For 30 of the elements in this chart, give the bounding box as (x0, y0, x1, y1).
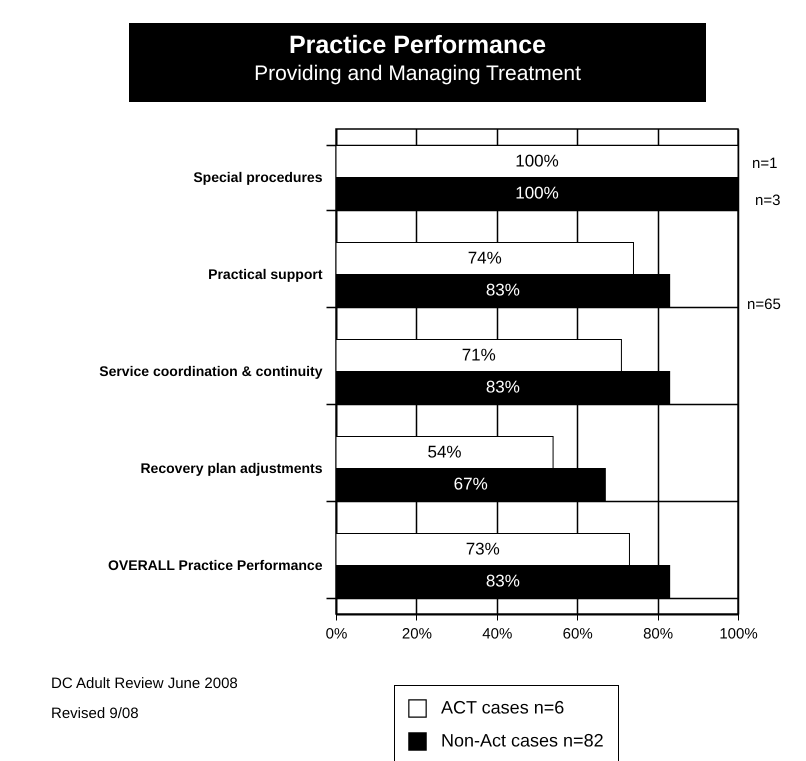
data-label: 67% (454, 474, 488, 494)
x-tick-label: 80% (643, 626, 674, 642)
text: DC Adult Review June 2008 (51, 675, 238, 692)
data-label: 74% (468, 248, 502, 268)
y-tick-label: Practical support (208, 266, 323, 282)
y-tick-label: Special procedures (193, 169, 323, 185)
data-label: 54% (428, 442, 462, 462)
x-tick-label: 40% (482, 626, 512, 642)
text: Revised 9/08 (51, 705, 139, 722)
data-label: 71% (462, 345, 496, 364)
data-label: 73% (466, 539, 500, 558)
y-tick-label: Service coordination & continuity (99, 363, 323, 379)
data-label: 100% (515, 184, 559, 203)
x-tick-label: 0% (326, 626, 348, 642)
legend-label: ACT cases n=6 (441, 698, 564, 718)
data-label: 100% (515, 151, 559, 170)
x-tick-label: 100% (719, 626, 758, 642)
text: n=65 (747, 296, 781, 313)
x-tick-label: 60% (562, 626, 593, 642)
y-tick-label: OVERALL Practice Performance (108, 557, 323, 573)
chart-subtitle: Providing and Managing Treatment (253, 62, 582, 86)
text: n=1 (752, 155, 778, 172)
legend-label: Non-Act cases n=82 (441, 730, 604, 750)
chart-title: Practice Performance (288, 31, 548, 60)
x-tick-label: 20% (402, 626, 432, 642)
text: n=3 (755, 192, 780, 209)
data-label: 83% (486, 572, 520, 591)
y-tick-label: Recovery plan adjustments (140, 460, 323, 476)
data-label: 83% (486, 378, 520, 397)
data-label: 83% (486, 280, 520, 300)
